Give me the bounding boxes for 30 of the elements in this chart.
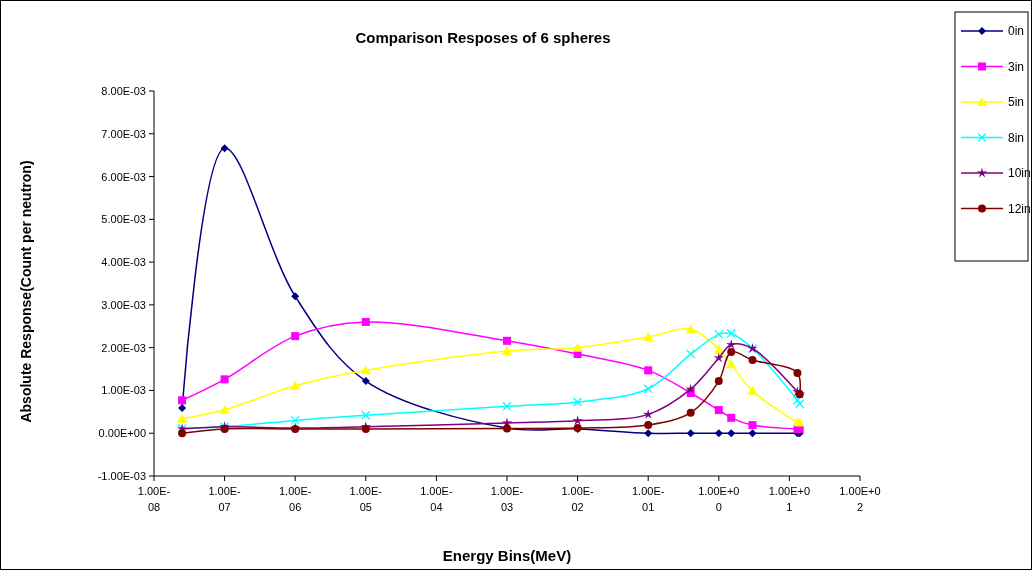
x-tick-label: 1.00E+02 <box>839 485 881 513</box>
x-axis-title: Energy Bins(MeV) <box>442 547 572 564</box>
x-tick-label: 1.00E-07 <box>208 485 242 513</box>
y-tick-label: 1.00E-03 <box>101 384 146 397</box>
y-tick-label: 2.00E-03 <box>101 341 146 354</box>
legend-label: 5in <box>1008 95 1025 109</box>
y-tick-label: 3.00E-03 <box>101 298 146 311</box>
y-tick-label: 5.00E-03 <box>101 213 146 226</box>
y-tick-label: 7.00E-03 <box>101 127 146 140</box>
x-tick-label: 1.00E-03 <box>490 485 524 513</box>
legend-label: 12in <box>1008 201 1031 216</box>
legend-label: 10in <box>1008 166 1031 180</box>
x-tick-label: 1.00E+01 <box>768 485 811 513</box>
x-tick-label: 1.00E-05 <box>349 485 383 513</box>
x-tick-label: 1.00E-08 <box>137 485 171 513</box>
x-tick-label: 1.00E-04 <box>420 485 453 513</box>
legend-label: 0in <box>1008 24 1025 38</box>
y-tick-label: 6.00E-03 <box>101 170 146 183</box>
x-tick-label: 1.00E-06 <box>278 485 312 513</box>
y-axis-title: Absolute Response(Count per neutron) <box>18 160 34 423</box>
x-tick-label: 1.00E+00 <box>698 485 740 513</box>
chart-title: Comparison Resposes of 6 spheres <box>355 29 611 46</box>
y-tick-label: 4.00E-03 <box>101 256 146 269</box>
x-tick-label: 1.00E-02 <box>561 485 595 513</box>
legend-label: 8in <box>1008 130 1025 145</box>
y-tick-label: 0.00E+00 <box>98 427 146 440</box>
y-tick-label: -1.00E-03 <box>97 470 146 482</box>
legend-label: 3in <box>1008 59 1025 74</box>
y-tick-label: 8.00E-03 <box>101 85 146 97</box>
x-tick-label: 1.00E-01 <box>631 485 665 513</box>
